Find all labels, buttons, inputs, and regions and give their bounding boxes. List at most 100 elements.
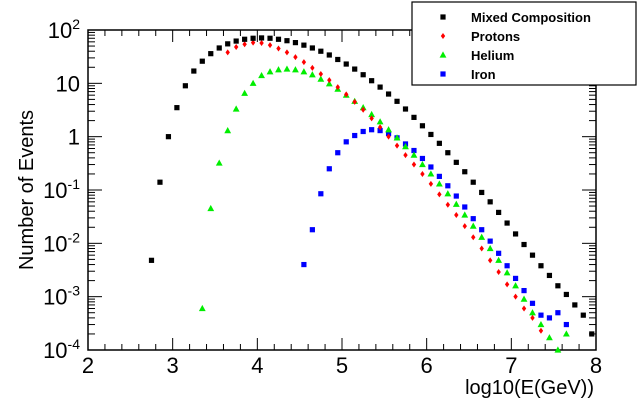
data-point [403,152,408,159]
data-point [428,164,434,170]
legend-items: Mixed Composition Protons Helium Iron [439,10,591,82]
data-point [267,42,273,49]
data-point [369,127,375,133]
data-point [479,245,484,252]
data-point [301,59,307,66]
data-point [546,272,553,279]
data-point [343,139,349,145]
data-point [435,180,443,187]
data-point [284,49,290,56]
data-point [233,38,239,44]
data-point [504,220,510,226]
legend-marker [440,14,446,20]
legend: Mixed Composition Protons Helium Iron [411,1,637,86]
x-tick-label: 4 [251,353,263,378]
y-tick-label: 1 [68,125,80,150]
data-point [462,169,468,175]
data-point [555,283,561,289]
data-point [530,314,535,321]
data-point [512,231,519,237]
data-point [242,41,247,48]
data-point [428,131,434,138]
data-point [360,72,366,78]
axis-ticks [87,29,597,351]
data-point [385,91,392,97]
data-point [284,38,290,44]
data-point [343,61,349,67]
data-point [394,142,400,149]
data-point [462,204,468,210]
x-tick-label: 7 [505,353,517,378]
data-point [546,334,553,341]
data-point [327,77,332,84]
data-point [538,327,544,334]
data-point [436,173,442,179]
data-point [301,42,307,48]
data-point [317,75,325,82]
data-point [470,216,476,222]
data-point [445,183,451,189]
y-tick-labels: 102 10 1 10-1 10-2 10-3 10-4 [43,16,80,363]
data-point [208,51,214,57]
x-tick-label: 3 [167,353,179,378]
data-point [199,58,205,64]
data-point [486,244,494,252]
data-point [410,151,418,158]
data-point [309,45,315,51]
data-point [325,80,333,87]
series-mixed-composition [148,35,595,337]
data-point [369,78,375,84]
legend-marker [440,33,446,39]
x-tick-label: 6 [421,353,433,378]
data-point [385,130,392,137]
data-point [496,209,502,216]
data-point [521,305,527,312]
data-point [563,291,569,298]
data-point [308,71,316,78]
data-point [300,68,308,75]
data-point [445,150,451,156]
data-point [419,123,426,129]
data-point [233,44,239,51]
data-point [292,66,299,73]
data-point [225,49,230,56]
data-point [479,189,485,196]
data-point [445,201,451,208]
x-tick-label: 8 [590,353,602,378]
data-point [521,241,527,248]
data-point [437,191,442,198]
data-point [503,269,511,276]
data-point [537,320,545,328]
data-point [453,193,459,199]
data-point [504,263,510,269]
data-point [452,200,460,207]
data-point [419,155,426,162]
data-point [224,126,232,134]
data-point [478,233,486,240]
series-helium [198,65,570,353]
data-point [352,66,358,72]
data-point [469,222,477,229]
data-point [377,84,383,90]
data-point [191,68,197,74]
data-point [344,91,349,98]
legend-marker [440,71,446,77]
data-point [589,331,595,337]
data-point [174,105,180,111]
data-point [504,281,510,288]
data-point [393,134,401,141]
data-point [318,191,324,197]
data-point [487,257,493,264]
data-point [293,54,298,61]
x-axis-label: log10(E(GeV)) [465,377,594,399]
data-point [258,71,265,79]
data-point [487,238,493,244]
data-point [266,68,274,75]
data-point [301,261,307,268]
legend-marker [439,51,447,58]
data-point [453,159,459,165]
data-point [402,143,409,150]
data-point [479,227,485,233]
y-tick-label: 10-4 [43,336,80,363]
